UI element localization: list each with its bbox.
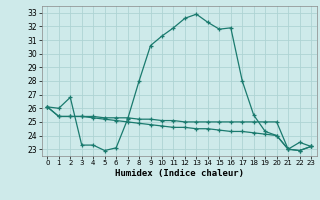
X-axis label: Humidex (Indice chaleur): Humidex (Indice chaleur) — [115, 169, 244, 178]
